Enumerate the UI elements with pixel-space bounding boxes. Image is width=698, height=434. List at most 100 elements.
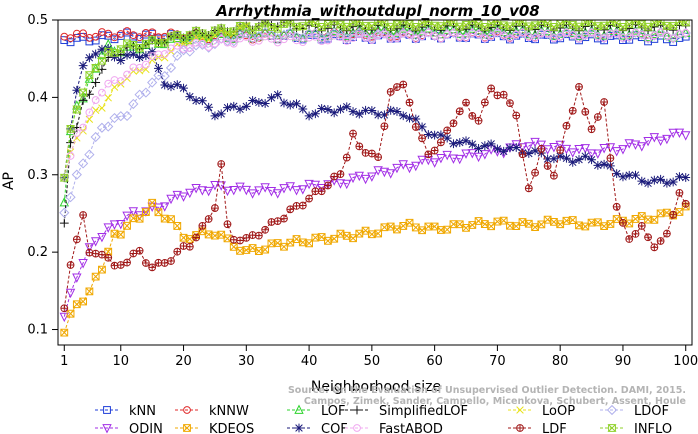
- data-point-lof: [655, 25, 666, 36]
- data-point-ldf: [430, 146, 439, 155]
- data-point-knnw: [110, 33, 119, 42]
- data-point-ldof: [147, 77, 158, 88]
- data-point-ldof: [65, 192, 76, 203]
- series-inflo: [59, 20, 691, 182]
- chart-title: Arrhythmia_withoutdupl_norm_10_v08: [215, 2, 539, 20]
- data-point-ldf: [418, 134, 426, 143]
- legend-item-fastabod: FastABOD: [345, 422, 443, 434]
- data-point-inflo: [59, 173, 69, 182]
- data-point-odin: [272, 189, 283, 199]
- data-point-odin: [618, 145, 628, 155]
- data-point-odin: [103, 223, 113, 233]
- data-point-ldf: [236, 236, 244, 245]
- data-point-ldf: [606, 154, 615, 162]
- data-point-kdeos: [537, 220, 546, 229]
- y-tick-label: 0.5: [27, 13, 48, 28]
- data-point-fastabod: [311, 32, 320, 41]
- data-point-cof: [587, 155, 596, 165]
- legend-swatch-marker: [102, 424, 112, 434]
- data-point-ldof: [310, 28, 321, 39]
- y-axis-label: AP: [1, 172, 17, 190]
- data-point-kdeos: [123, 221, 131, 230]
- data-point-ldf: [229, 235, 238, 244]
- data-point-cof: [461, 136, 471, 146]
- data-point-kdeos: [562, 216, 571, 225]
- data-point-kdeos: [380, 223, 389, 232]
- data-point-knn: [600, 36, 609, 45]
- data-point-inflo: [492, 20, 503, 25]
- data-point-odin: [210, 181, 220, 191]
- data-point-fastabod: [129, 63, 138, 72]
- data-point-kdeos: [85, 287, 94, 296]
- data-point-kdeos: [474, 217, 483, 225]
- data-point-ldf: [512, 111, 521, 120]
- data-point-ldf: [298, 201, 307, 210]
- data-point-cof: [128, 49, 138, 59]
- legend-swatch-marker: [352, 405, 362, 415]
- data-point-odin: [530, 137, 540, 148]
- data-point-cof: [292, 99, 301, 109]
- data-point-fastabod: [355, 30, 364, 39]
- data-point-kdeos: [550, 217, 558, 226]
- data-point-odin: [229, 185, 239, 196]
- data-point-cof: [160, 80, 170, 90]
- data-point-fastabod: [349, 34, 357, 42]
- data-point-inflo: [134, 43, 145, 52]
- data-point-ldof: [71, 169, 82, 180]
- data-point-ldf: [160, 259, 169, 267]
- data-point-ldof: [90, 131, 101, 143]
- data-point-ldf: [129, 249, 138, 258]
- data-point-fastabod: [681, 29, 690, 37]
- data-point-fastabod: [493, 28, 502, 37]
- data-point-ldf: [399, 80, 408, 89]
- data-point-cof: [593, 160, 603, 170]
- data-point-ldof: [121, 110, 133, 122]
- data-point-ldf: [179, 242, 188, 250]
- data-point-fastabod: [72, 129, 81, 137]
- data-point-kdeos: [79, 297, 88, 306]
- data-point-ldf: [254, 231, 263, 240]
- data-point-odin: [580, 144, 590, 154]
- data-point-fastabod: [537, 29, 546, 38]
- data-point-kdeos: [248, 244, 257, 252]
- series-fastabod: [60, 28, 690, 182]
- data-point-odin: [97, 232, 107, 243]
- data-point-fastabod: [123, 70, 131, 79]
- data-point-odin: [561, 144, 572, 155]
- legend-swatch-marker: [294, 404, 304, 414]
- data-point-ldf: [556, 146, 565, 154]
- data-point-kdeos: [342, 231, 351, 240]
- data-point-kdeos: [468, 221, 477, 229]
- data-point-kdeos: [317, 233, 326, 241]
- data-point-kdeos: [261, 245, 270, 254]
- data-point-odin: [203, 186, 214, 197]
- data-point-ldf: [524, 184, 533, 193]
- legend-item-cof: COF: [287, 422, 348, 434]
- data-point-cof: [342, 102, 352, 112]
- legend-swatch-marker: [183, 424, 191, 432]
- data-point-cof: [411, 114, 421, 124]
- data-point-ldof: [84, 149, 95, 160]
- data-point-inflo: [674, 20, 685, 26]
- data-point-kdeos: [455, 220, 464, 229]
- data-point-odin: [354, 171, 365, 182]
- data-point-ldf: [386, 88, 395, 96]
- data-point-ldf: [361, 149, 370, 157]
- data-point-kdeos: [211, 231, 219, 240]
- data-point-ldf: [506, 99, 514, 107]
- data-point-fastabod: [173, 41, 182, 50]
- data-point-ldof: [165, 62, 177, 73]
- data-point-cof: [285, 100, 295, 110]
- data-point-odin: [216, 181, 226, 191]
- data-point-fastabod: [324, 36, 332, 45]
- data-point-ldof: [153, 70, 164, 81]
- data-point-ldf: [104, 253, 113, 262]
- data-point-loop: [98, 104, 106, 112]
- data-point-ldf: [437, 138, 445, 147]
- data-point-ldf: [518, 150, 527, 159]
- data-point-kdeos: [637, 212, 646, 220]
- data-point-ldf: [355, 142, 364, 151]
- data-point-fastabod: [98, 88, 106, 97]
- data-point-odin: [455, 154, 465, 165]
